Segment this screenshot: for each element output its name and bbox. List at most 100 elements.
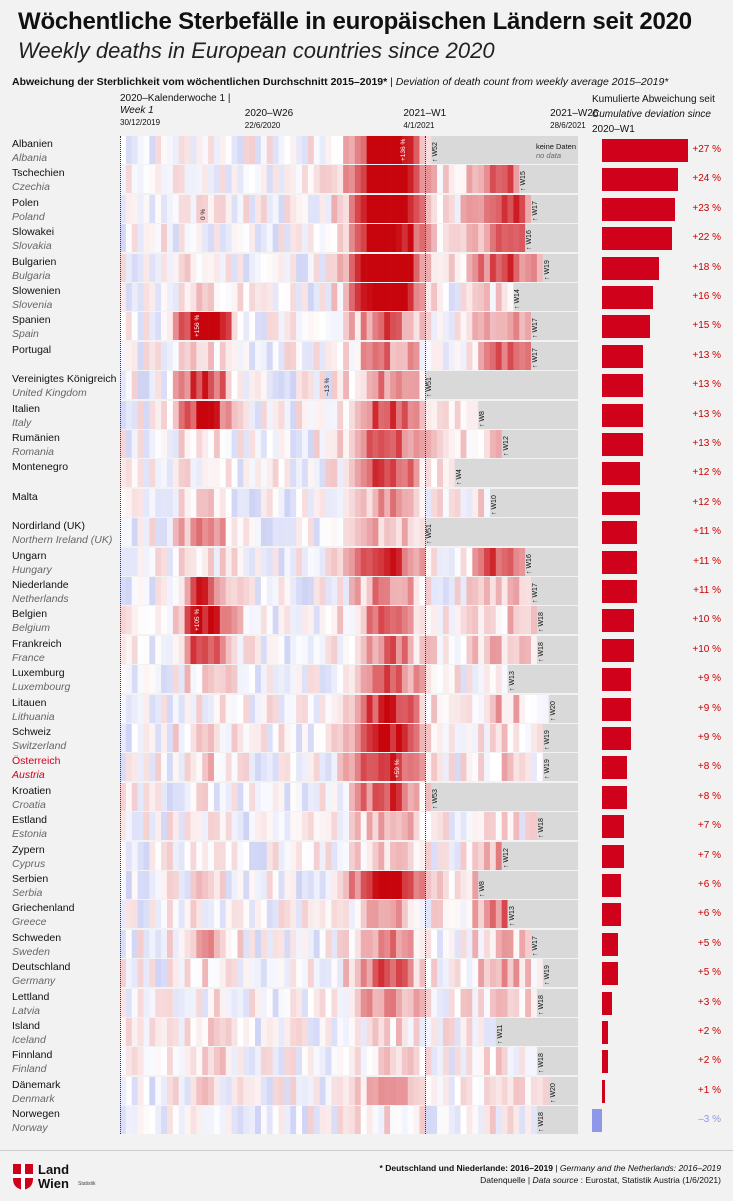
heatmap-cell <box>454 929 461 958</box>
heatmap-cell <box>307 841 315 870</box>
cumulative-value: +16 % <box>692 291 721 302</box>
heatmap-cell <box>131 430 138 458</box>
heatmap-cell <box>131 929 138 958</box>
heatmap-cell <box>272 606 279 635</box>
heatmap-cell <box>378 1106 385 1135</box>
heatmap-cell <box>331 518 338 547</box>
heatmap-cell <box>466 283 473 311</box>
heatmap-cell <box>319 224 326 253</box>
heatmap-cell <box>489 224 497 253</box>
heatmap-cell <box>155 606 162 635</box>
heatmap-cell <box>548 900 555 929</box>
heatmap-cell <box>531 371 538 400</box>
source: Datenquelle | Data source : Eurostat, St… <box>480 1175 721 1185</box>
heatmap-cell <box>343 518 350 547</box>
heatmap-cell <box>548 694 555 723</box>
heatmap-cell <box>442 1106 450 1135</box>
tick-l3: 22/6/2020 <box>244 121 281 130</box>
heatmap-cell <box>548 606 555 635</box>
heatmap-cell <box>125 518 133 547</box>
heatmap-cell <box>507 812 514 841</box>
heatmap-cell <box>208 194 215 223</box>
heatmap-cell <box>349 283 356 311</box>
heatmap-cell <box>208 547 215 576</box>
heatmap-cell <box>249 577 256 605</box>
heatmap-cell <box>125 900 133 929</box>
heatmap-cell <box>454 665 461 694</box>
heatmap-cell <box>501 694 508 723</box>
heatmap-cell <box>531 577 538 605</box>
heatmap-cell <box>501 782 508 811</box>
heatmap-cell <box>525 665 532 694</box>
heatmap-cell <box>542 341 549 370</box>
heatmap-cell <box>372 635 379 664</box>
heatmap-cell <box>284 753 291 782</box>
heatmap-cell <box>566 459 573 488</box>
country-name: Zypern Cyprus <box>12 843 45 871</box>
heatmap-cell <box>419 988 426 1017</box>
heatmap-cell <box>431 1018 438 1046</box>
country-name-en: Cyprus <box>12 857 46 870</box>
heatmap-cell <box>513 900 520 929</box>
heatmap-cell <box>272 871 279 899</box>
heatmap-cell <box>419 782 426 811</box>
heatmap-cell <box>354 606 362 635</box>
heatmap-cell <box>519 988 526 1017</box>
heatmap-cell <box>161 283 168 311</box>
heatmap-cell <box>354 194 362 223</box>
heatmap-cell <box>243 371 250 400</box>
heatmap-cell <box>448 900 455 929</box>
heatmap-cell <box>466 459 473 488</box>
country-row: Rumänien Romania ↑ W12 +13 % <box>0 430 733 459</box>
heatmap-cell <box>208 812 215 841</box>
heatmap-cell <box>572 165 578 194</box>
heatmap-cell <box>131 900 138 929</box>
heatmap-cell <box>149 871 156 899</box>
cumulative-bar <box>602 815 625 839</box>
heatmap-cell <box>161 1076 168 1105</box>
heatmap-cell <box>531 724 538 752</box>
heatmap-cell <box>131 812 138 841</box>
heatmap-cell <box>337 665 344 694</box>
heatmap-cell <box>472 1047 479 1076</box>
heatmap-cell <box>448 753 455 782</box>
heatmap-cell <box>513 694 520 723</box>
heatmap-cell <box>125 988 133 1017</box>
heatmap-cell <box>131 606 138 635</box>
heatmap-cell <box>120 694 127 723</box>
heatmap-cell <box>278 224 285 253</box>
heatmap-cell <box>302 341 309 370</box>
heatmap-cell <box>495 812 502 841</box>
heatmap-cell <box>337 371 344 400</box>
heatmap-cell <box>507 430 514 458</box>
heatmap-cell <box>384 400 391 429</box>
heatmap-cell <box>460 1106 467 1135</box>
last-week-label: ↑ W20 <box>549 1082 557 1103</box>
heatmap-cell <box>525 430 532 458</box>
heatmap-cell <box>478 812 485 841</box>
heatmap-cell <box>131 1018 138 1046</box>
heatmap-cell <box>225 812 232 841</box>
heatmap-cell <box>378 871 385 899</box>
heatmap-cell <box>501 136 508 164</box>
heatmap-cell <box>202 253 209 282</box>
heatmap-cell <box>131 400 138 429</box>
heatmap-cell <box>255 253 262 282</box>
heatmap-cell <box>255 224 262 253</box>
heatmap-cell <box>548 224 555 253</box>
heatmap-cell <box>249 459 256 488</box>
heatmap-cell <box>442 665 450 694</box>
heatmap-cell <box>231 1106 238 1135</box>
heatmap-cell <box>572 753 578 782</box>
heatmap-cell <box>519 900 526 929</box>
heatmap-cell <box>442 253 450 282</box>
heatmap-cell <box>460 841 467 870</box>
cumulative-bar <box>602 609 634 633</box>
heatmap-cell <box>243 1106 250 1135</box>
heatmap-cell <box>243 165 250 194</box>
heatmap-cell <box>366 900 373 929</box>
heatmap-cell <box>372 724 379 752</box>
heatmap-cell <box>360 782 367 811</box>
heatmap-cell <box>548 371 555 400</box>
heatmap-cell <box>513 430 520 458</box>
